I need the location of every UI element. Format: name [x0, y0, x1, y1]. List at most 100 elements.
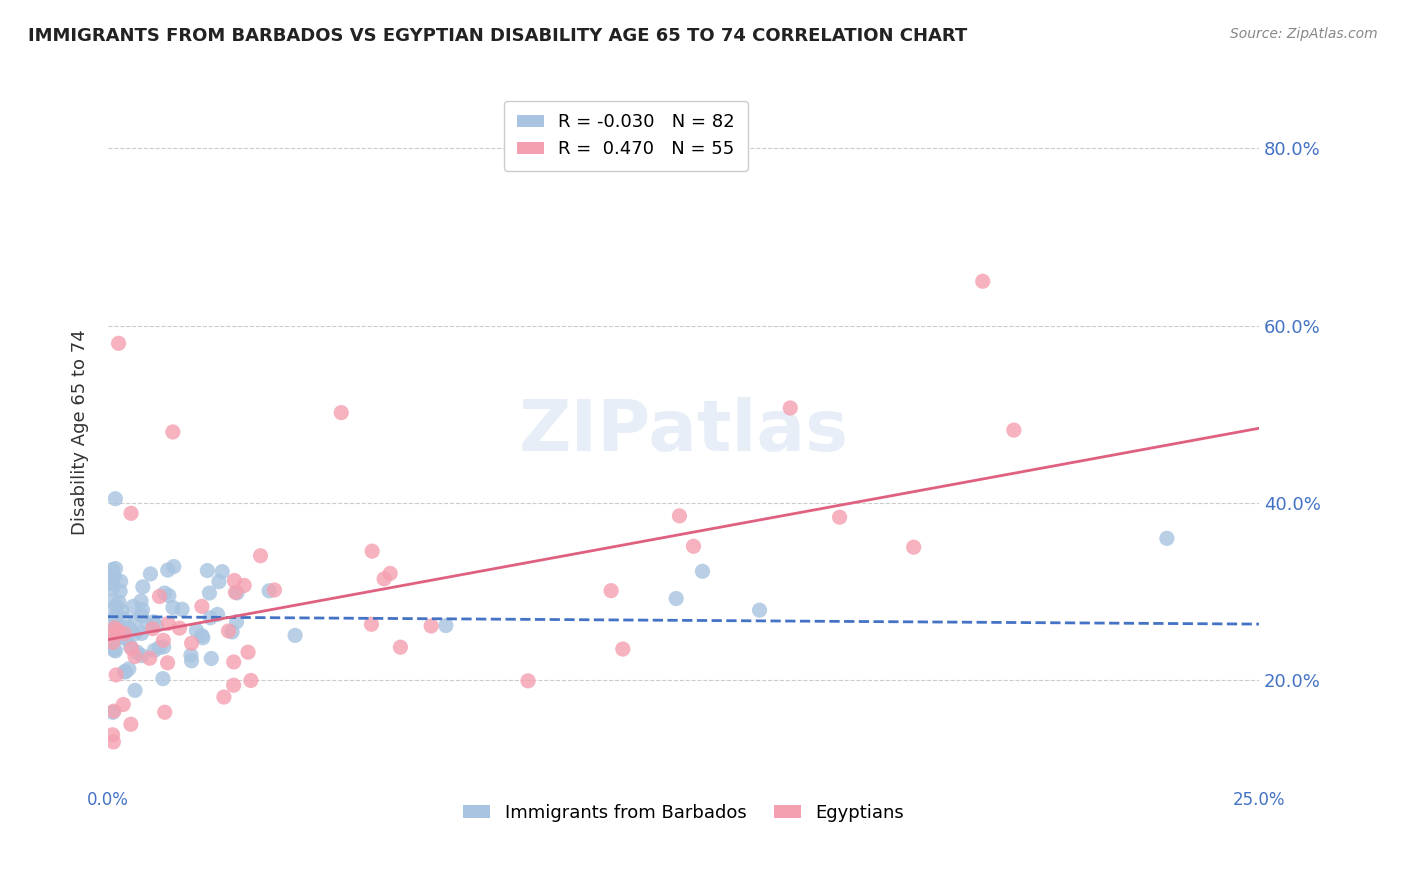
Point	[239, 673, 262, 688]
Point	[208, 574, 231, 589]
Point	[127, 645, 149, 659]
Point	[180, 636, 202, 650]
Point	[105, 611, 128, 625]
Text: Source: ZipAtlas.com: Source: ZipAtlas.com	[1230, 27, 1378, 41]
Point	[225, 615, 247, 629]
Point	[224, 585, 246, 599]
Point	[207, 607, 229, 622]
Point	[162, 600, 184, 615]
Point	[101, 706, 124, 720]
Point	[284, 628, 307, 642]
Point	[682, 539, 704, 553]
Point	[120, 717, 142, 731]
Point	[169, 621, 191, 635]
Point	[600, 583, 623, 598]
Point	[191, 599, 214, 614]
Point	[180, 648, 202, 663]
Point	[103, 735, 125, 749]
Point	[692, 564, 714, 578]
Point	[373, 572, 395, 586]
Point	[105, 599, 128, 614]
Point	[152, 633, 174, 648]
Point	[236, 645, 259, 659]
Point	[118, 622, 141, 636]
Point	[779, 401, 801, 415]
Point	[104, 600, 127, 615]
Point	[211, 565, 233, 579]
Point	[101, 582, 124, 596]
Point	[124, 614, 146, 628]
Point	[191, 629, 214, 643]
Point	[104, 561, 127, 575]
Point	[222, 678, 245, 692]
Point	[110, 625, 132, 640]
Legend: Immigrants from Barbados, Egyptians: Immigrants from Barbados, Egyptians	[450, 791, 917, 834]
Point	[120, 640, 142, 654]
Point	[972, 274, 994, 288]
Point	[114, 626, 136, 640]
Point	[121, 641, 143, 656]
Point	[114, 665, 136, 679]
Point	[112, 698, 135, 712]
Point	[104, 621, 127, 635]
Point	[114, 665, 136, 679]
Y-axis label: Disability Age 65 to 74: Disability Age 65 to 74	[72, 329, 89, 535]
Point	[1002, 423, 1025, 437]
Point	[101, 570, 124, 584]
Point	[129, 594, 152, 608]
Point	[163, 559, 186, 574]
Point	[101, 635, 124, 649]
Point	[198, 586, 221, 600]
Point	[142, 622, 165, 636]
Point	[101, 594, 124, 608]
Point	[224, 574, 246, 588]
Point	[180, 654, 202, 668]
Point	[330, 406, 353, 420]
Point	[139, 566, 162, 581]
Point	[101, 624, 124, 639]
Point	[186, 624, 208, 638]
Point	[108, 584, 131, 599]
Point	[108, 626, 131, 640]
Point	[122, 599, 145, 614]
Point	[101, 634, 124, 648]
Point	[131, 608, 153, 623]
Point	[101, 627, 124, 641]
Point	[110, 630, 132, 644]
Point	[118, 662, 141, 676]
Point	[195, 564, 218, 578]
Point	[103, 704, 125, 718]
Point	[107, 626, 129, 640]
Point	[105, 668, 128, 682]
Point	[132, 580, 155, 594]
Point	[103, 569, 125, 583]
Point	[226, 586, 249, 600]
Point	[212, 690, 235, 704]
Point	[218, 624, 240, 638]
Text: ZIPatlas: ZIPatlas	[519, 398, 849, 467]
Point	[257, 583, 280, 598]
Point	[131, 626, 153, 640]
Point	[748, 603, 770, 617]
Point	[111, 621, 134, 635]
Point	[148, 590, 170, 604]
Point	[153, 586, 176, 600]
Point	[156, 656, 179, 670]
Point	[612, 642, 634, 657]
Point	[110, 574, 132, 589]
Point	[200, 611, 222, 625]
Point	[145, 618, 167, 632]
Point	[131, 603, 153, 617]
Point	[124, 683, 146, 698]
Point	[112, 612, 135, 626]
Point	[107, 336, 129, 351]
Point	[131, 648, 153, 663]
Point	[420, 619, 443, 633]
Point	[157, 589, 180, 603]
Point	[107, 624, 129, 638]
Point	[233, 578, 256, 592]
Point	[517, 673, 540, 688]
Point	[120, 506, 142, 520]
Point	[101, 563, 124, 577]
Point	[108, 595, 131, 609]
